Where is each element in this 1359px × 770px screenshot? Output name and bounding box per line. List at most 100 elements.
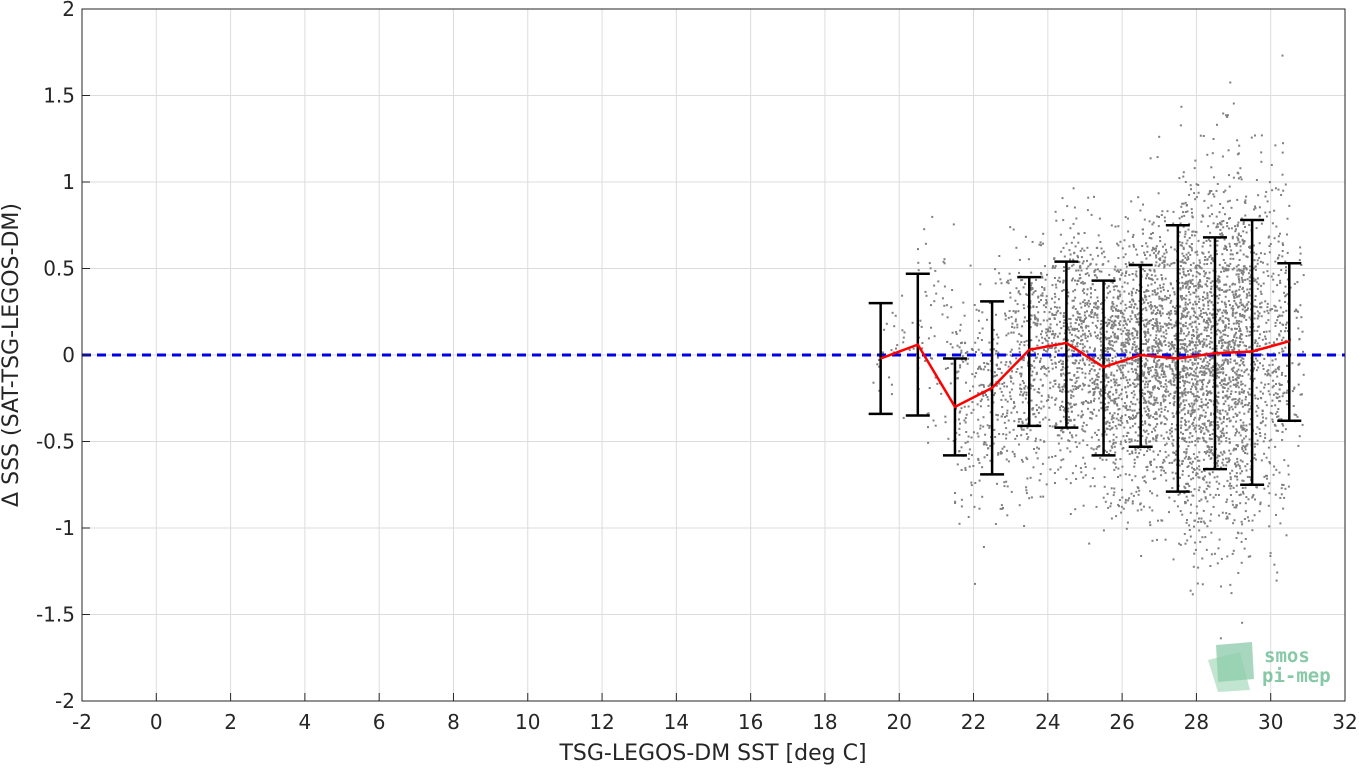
scatter-point bbox=[1226, 361, 1229, 364]
scatter-point bbox=[1083, 362, 1086, 365]
scatter-point bbox=[1168, 511, 1170, 514]
scatter-point bbox=[1254, 268, 1257, 271]
scatter-point bbox=[1080, 416, 1083, 419]
scatter-point bbox=[1216, 123, 1218, 126]
scatter-point bbox=[1197, 295, 1200, 298]
scatter-point bbox=[1147, 380, 1150, 383]
scatter-point bbox=[1226, 200, 1229, 203]
scatter-point bbox=[1115, 391, 1118, 394]
scatter-point bbox=[1068, 419, 1071, 422]
scatter-point bbox=[1191, 321, 1194, 324]
scatter-point bbox=[1203, 490, 1206, 493]
scatter-point bbox=[1163, 298, 1166, 301]
scatter-point bbox=[1228, 340, 1231, 343]
scatter-point bbox=[1059, 359, 1062, 362]
scatter-point bbox=[1163, 373, 1166, 376]
scatter-point bbox=[960, 446, 963, 449]
scatter-point bbox=[1178, 396, 1181, 399]
scatter-point bbox=[1109, 390, 1112, 393]
scatter-point bbox=[1234, 283, 1237, 286]
scatter-point bbox=[1159, 402, 1162, 404]
scatter-point bbox=[1204, 272, 1207, 275]
scatter-point bbox=[1130, 367, 1133, 370]
scatter-point bbox=[1095, 386, 1098, 389]
scatter-point bbox=[1145, 414, 1148, 416]
scatter-point bbox=[1110, 487, 1113, 490]
scatter-point bbox=[1045, 302, 1048, 305]
scatter-point bbox=[1111, 302, 1114, 305]
scatter-point bbox=[1192, 477, 1195, 480]
scatter-point bbox=[1169, 432, 1172, 435]
scatter-point bbox=[1020, 375, 1023, 378]
scatter-point bbox=[1076, 367, 1079, 370]
scatter-point bbox=[1093, 369, 1096, 372]
scatter-point bbox=[1030, 271, 1033, 274]
scatter-point bbox=[1004, 416, 1006, 418]
scatter-point bbox=[1154, 477, 1157, 480]
scatter-point bbox=[1009, 395, 1012, 398]
scatter-point bbox=[1040, 299, 1042, 301]
scatter-point bbox=[1009, 350, 1012, 353]
scatter-point bbox=[1109, 505, 1112, 508]
scatter-point bbox=[1220, 379, 1223, 382]
scatter-point bbox=[1241, 303, 1244, 306]
scatter-point bbox=[967, 435, 970, 438]
scatter-point bbox=[1174, 376, 1177, 379]
scatter-point bbox=[1212, 374, 1214, 377]
scatter-point bbox=[1274, 358, 1277, 361]
scatter-point bbox=[1119, 328, 1122, 331]
scatter-point bbox=[1241, 357, 1244, 360]
scatter-point bbox=[1173, 334, 1176, 337]
scatter-point bbox=[1058, 361, 1061, 363]
scatter-point bbox=[1248, 393, 1251, 396]
scatter-point bbox=[1030, 282, 1033, 285]
scatter-point bbox=[1219, 203, 1222, 205]
scatter-point bbox=[1128, 343, 1131, 346]
scatter-point bbox=[978, 507, 981, 510]
scatter-point bbox=[1244, 446, 1246, 449]
scatter-point bbox=[1149, 462, 1152, 465]
scatter-point bbox=[1156, 215, 1159, 218]
scatter-point bbox=[1070, 379, 1073, 381]
scatter-point bbox=[1075, 269, 1078, 272]
scatter-point bbox=[1226, 225, 1229, 228]
scatter-point bbox=[1030, 384, 1033, 387]
scatter-point bbox=[1062, 388, 1064, 391]
scatter-point bbox=[1282, 350, 1285, 353]
scatter-point bbox=[1192, 383, 1195, 386]
scatter-point bbox=[1226, 413, 1229, 416]
scatter-point bbox=[1206, 484, 1209, 487]
scatter-point bbox=[1070, 410, 1073, 413]
scatter-point bbox=[1107, 401, 1110, 404]
scatter-point bbox=[1131, 273, 1134, 275]
scatter-point bbox=[1187, 251, 1190, 254]
scatter-point bbox=[1084, 334, 1087, 337]
scatter-point bbox=[1165, 431, 1168, 434]
scatter-point bbox=[1237, 278, 1240, 280]
scatter-point bbox=[1009, 278, 1012, 281]
scatter-point bbox=[1085, 324, 1088, 327]
scatter-point bbox=[1070, 394, 1073, 397]
scatter-point bbox=[1194, 251, 1197, 254]
scatter-point bbox=[1206, 297, 1209, 300]
scatter-point bbox=[1226, 222, 1229, 224]
scatter-point bbox=[1202, 303, 1205, 306]
scatter-point bbox=[1216, 225, 1219, 228]
scatter-point bbox=[1179, 322, 1182, 325]
scatter-point bbox=[1207, 251, 1210, 254]
scatter-point bbox=[934, 269, 937, 272]
scatter-point bbox=[1121, 300, 1124, 303]
scatter-point bbox=[1087, 335, 1089, 338]
scatter-point bbox=[1105, 406, 1108, 409]
scatter-point bbox=[1198, 273, 1201, 276]
scatter-point bbox=[1054, 332, 1057, 335]
scatter-point bbox=[1169, 367, 1172, 370]
scatter-point bbox=[1190, 478, 1193, 481]
scatter-point bbox=[1190, 412, 1193, 415]
scatter-point bbox=[1264, 211, 1267, 214]
scatter-point bbox=[1122, 507, 1125, 510]
scatter-point bbox=[1189, 349, 1192, 351]
scatter-point bbox=[1090, 436, 1093, 439]
scatter-point bbox=[1220, 434, 1223, 437]
scatter-point bbox=[1200, 370, 1203, 373]
